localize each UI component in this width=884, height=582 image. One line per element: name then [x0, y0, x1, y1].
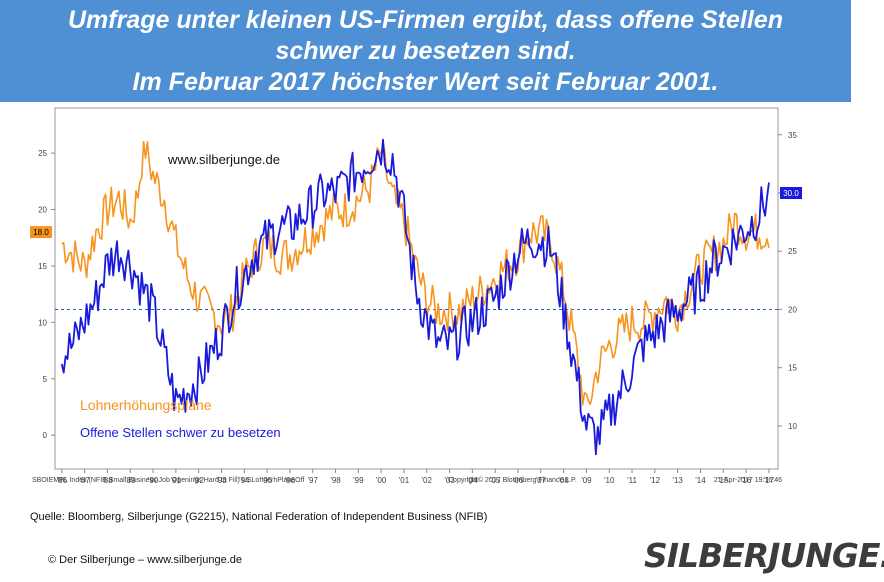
footer-index-note: SBOIEMPL Index (NFIB Small Business Job …: [32, 477, 304, 484]
left-tick-label: 20: [38, 206, 47, 215]
brand-logo: SILBERJUNGE.: [644, 536, 884, 575]
x-tick-label: '10: [604, 476, 615, 485]
x-tick-label: '01: [399, 476, 410, 485]
right-last-value-badge: [780, 187, 802, 200]
x-tick-label: '92: [193, 476, 204, 485]
right-tick-label: 35: [788, 131, 797, 140]
x-tick-label: '16: [741, 476, 752, 485]
footer-copyright-note: Copyright© 2017 Bloomberg Finance L.P.: [448, 476, 577, 484]
x-tick-label: '99: [353, 476, 364, 485]
x-tick-label: '02: [422, 476, 433, 485]
x-tick-label: '00: [376, 476, 387, 485]
x-tick-label: '08: [558, 476, 569, 485]
x-tick-label: '05: [490, 476, 501, 485]
x-tick-label: '98: [330, 476, 341, 485]
series-offene-stellen: [60, 138, 770, 456]
source-note: Quelle: Bloomberg, Silberjunge (G2215), …: [30, 511, 488, 523]
left-last-value-label: 18.0: [33, 228, 49, 237]
x-tick-label: '95: [262, 476, 273, 485]
x-tick-label: '87: [79, 476, 90, 485]
right-tick-label: 25: [788, 247, 797, 256]
x-tick-label: '97: [308, 476, 319, 485]
x-tick-label: '07: [536, 476, 547, 485]
copyright-note: © Der Silberjunge – www.silberjunge.de: [48, 554, 242, 566]
x-tick-label: '89: [125, 476, 136, 485]
right-tick-label: 10: [788, 422, 797, 431]
x-tick-label: '09: [581, 476, 592, 485]
x-tick-label: '03: [444, 476, 455, 485]
footer-timestamp: 21-Apr-2017 19:16:46: [714, 477, 782, 484]
left-tick-label: 25: [38, 149, 47, 158]
title-line-2: schwer zu besetzen sind.: [275, 37, 576, 65]
title-line-1: Umfrage unter kleinen US-Firmen ergibt, …: [68, 6, 783, 34]
series-lohnerhoehungsplaene: [61, 141, 770, 406]
x-tick-label: '04: [467, 476, 478, 485]
x-tick-label: '14: [695, 476, 706, 485]
x-tick-label: '13: [672, 476, 683, 485]
x-tick-label: '86: [57, 476, 68, 485]
right-last-value-label: 30.0: [783, 189, 799, 198]
left-tick-label: 5: [43, 375, 48, 384]
right-tick-label: 15: [788, 364, 797, 373]
x-tick-label: '91: [171, 476, 182, 485]
x-tick-label: '11: [627, 476, 637, 485]
x-tick-label: '96: [285, 476, 296, 485]
x-tick-label: '93: [216, 476, 227, 485]
line-chart: 0510152025101520253035'86'87'88'89'90'91…: [30, 107, 802, 485]
legend-item-lohnerhoehungsplaene: Lohnerhöhungspläne: [80, 397, 212, 413]
left-last-value-badge: [30, 226, 52, 239]
x-tick-label: '90: [148, 476, 159, 485]
title-banner: Umfrage unter kleinen US-Firmen ergibt, …: [0, 0, 851, 102]
x-tick-label: '06: [513, 476, 524, 485]
left-tick-label: 15: [38, 262, 47, 271]
watermark-text: www.silberjunge.de: [167, 152, 280, 167]
right-tick-label: 20: [788, 305, 797, 314]
x-tick-label: '94: [239, 476, 250, 485]
left-tick-label: 10: [38, 318, 47, 327]
left-tick-label: 0: [43, 431, 48, 440]
title-line-3: Im Februar 2017 höchster Wert seit Febru…: [132, 68, 719, 96]
legend-item-offene-stellen: Offene Stellen schwer zu besetzen: [80, 425, 281, 440]
x-tick-label: '15: [718, 476, 729, 485]
x-tick-label: '12: [650, 476, 661, 485]
x-tick-label: '88: [102, 476, 113, 485]
x-tick-label: '17: [764, 476, 775, 485]
